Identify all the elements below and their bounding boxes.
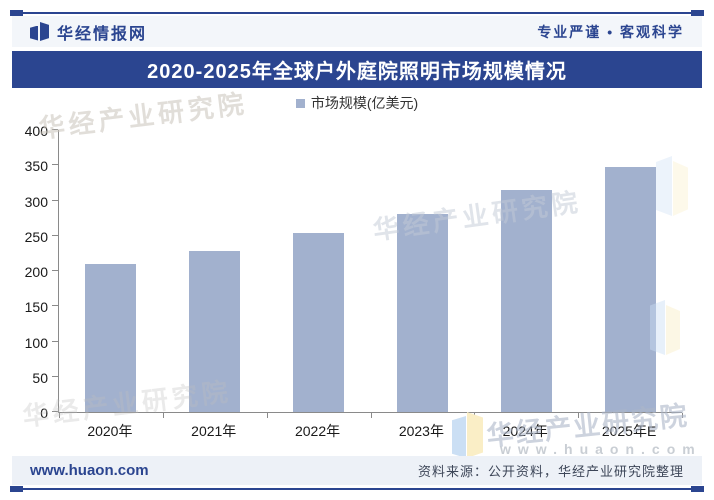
y-tick-mark xyxy=(52,305,58,307)
bar-2021年 xyxy=(189,250,241,412)
x-tick-label: 2021年 xyxy=(191,423,237,439)
y-tick-label: 50 xyxy=(32,369,48,386)
legend: 市场规模(亿美元) xyxy=(0,93,714,113)
y-tick-mark xyxy=(52,129,58,130)
y-tick-label: 250 xyxy=(24,228,48,245)
y-tick-mark xyxy=(52,411,58,412)
y-tick-label: 150 xyxy=(24,299,48,316)
y-tick-mark xyxy=(52,375,58,377)
x-tick-mark xyxy=(266,413,268,418)
chart-title: 2020-2025年全球户外庭院照明市场规模情况 xyxy=(147,61,567,83)
footer-site-url: www.huaon.com xyxy=(30,462,149,479)
bar-2025年E xyxy=(604,166,656,412)
top-rule-left-cap xyxy=(10,10,23,16)
legend-marker xyxy=(295,98,305,108)
x-tick-mark xyxy=(474,413,476,418)
y-tick-mark xyxy=(52,199,58,201)
watermark-url: www.huaon.com xyxy=(500,441,702,457)
legend-label: 市场规模(亿美元) xyxy=(310,95,419,111)
x-tick-mark xyxy=(370,413,372,418)
y-tick-label: 350 xyxy=(24,158,48,175)
brand: 华经情报网 xyxy=(30,20,147,44)
plot-area xyxy=(52,129,683,418)
footer: www.huaon.com 资料来源：公开资料，华经产业研究院整理 xyxy=(12,456,702,485)
y-axis-labels: 0 50 100 150 200 250 300 350 400 xyxy=(0,123,48,421)
y-tick-label: 0 xyxy=(40,405,48,421)
x-tick-mark xyxy=(59,413,60,418)
y-tick-mark xyxy=(52,340,58,342)
x-tick-mark xyxy=(682,413,683,418)
bar-2022年 xyxy=(293,232,345,412)
x-tick-label: 2025年E xyxy=(601,423,657,439)
bar-2020年 xyxy=(85,263,137,412)
y-tick-mark xyxy=(52,234,58,236)
y-tick-mark xyxy=(52,270,58,271)
bottom-rule xyxy=(14,488,700,490)
brand-name: 华经情报网 xyxy=(57,25,148,43)
bar-2023年 xyxy=(396,213,448,412)
y-tick-label: 400 xyxy=(24,123,48,139)
x-tick-label: 2020年 xyxy=(87,423,133,439)
x-tick-label: 2024年 xyxy=(502,423,548,439)
x-tick-label: 2023年 xyxy=(398,423,444,439)
header: 华经情报网 专业严谨 • 客观科学 xyxy=(12,16,702,47)
x-tick-label: 2022年 xyxy=(294,423,341,439)
x-axis-labels: 2020年 2021年 2022年 2023年 2024年 2025年E xyxy=(58,421,682,441)
title-bar: 2020-2025年全球户外庭院照明市场规模情况 xyxy=(12,51,702,88)
x-tick-mark xyxy=(578,413,580,418)
huaon-logo-icon xyxy=(30,22,49,42)
y-tick-label: 100 xyxy=(24,334,48,351)
x-tick-mark xyxy=(162,413,164,418)
y-tick-label: 200 xyxy=(24,264,48,280)
y-tick-mark xyxy=(52,164,58,166)
y-tick-label: 300 xyxy=(24,193,48,210)
top-rule xyxy=(14,12,700,14)
bar-2024年 xyxy=(500,189,552,412)
bottom-rule-left-cap xyxy=(10,486,23,492)
bottom-rule-right-cap xyxy=(691,486,704,492)
top-rule-right-cap xyxy=(691,10,704,16)
footer-source-note: 资料来源：公开资料，华经产业研究院整理 xyxy=(417,464,684,479)
header-slogan: 专业严谨 • 客观科学 xyxy=(537,23,684,40)
